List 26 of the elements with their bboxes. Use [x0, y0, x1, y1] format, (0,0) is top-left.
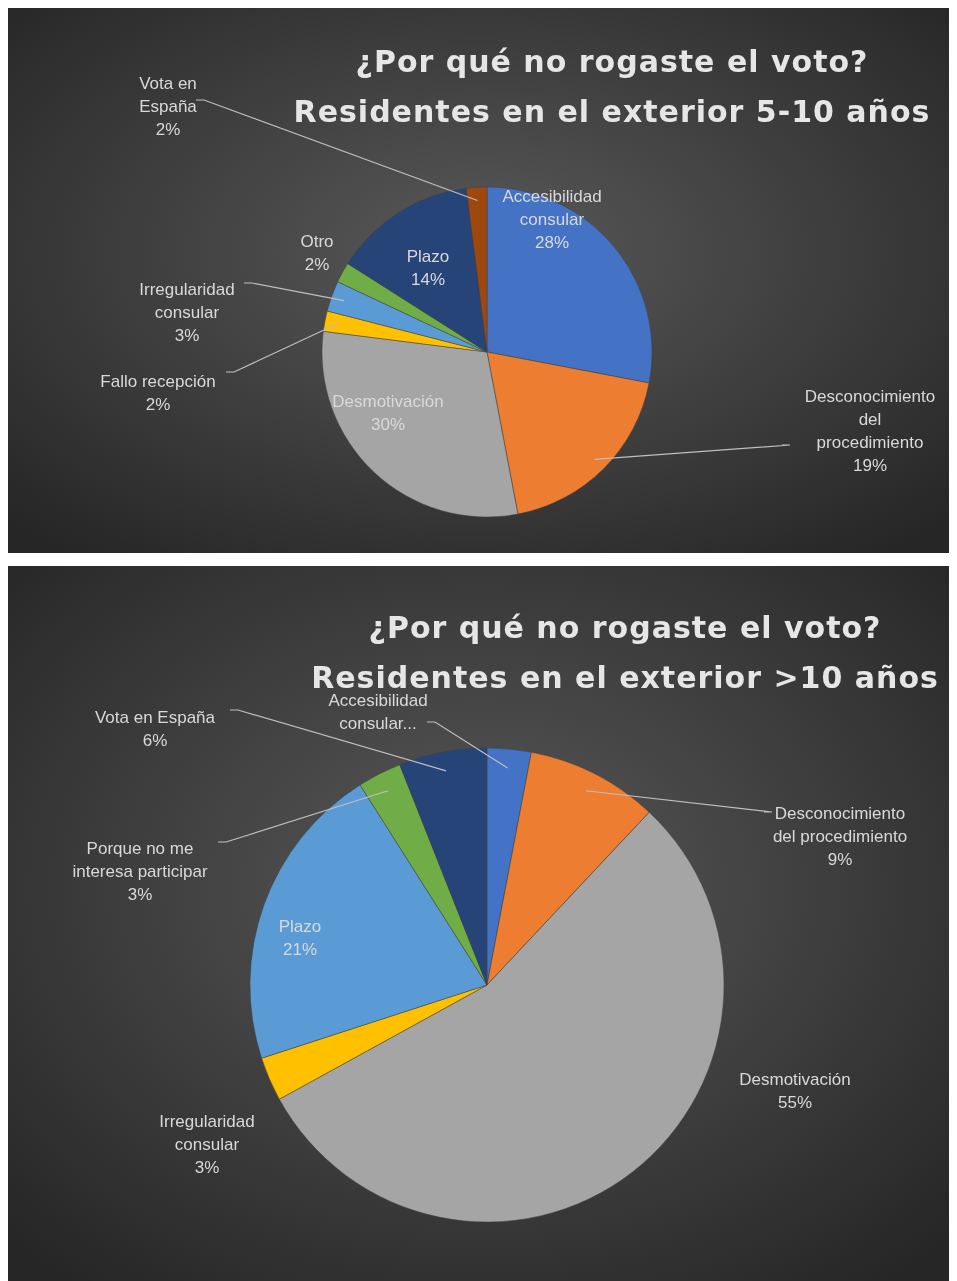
data-label: 3% — [194, 1158, 220, 1177]
slice-label: Vota en España — [94, 708, 216, 727]
data-label: 3% — [174, 326, 200, 345]
data-label: 2% — [145, 395, 171, 414]
slice-label: Porque no me interesa participar — [72, 839, 208, 881]
slice-label: Irregularidad consular — [139, 280, 235, 322]
slice-label: Desmotivación — [739, 1070, 851, 1089]
data-label: 3% — [127, 885, 153, 904]
slice-label: Irregularidad consular — [159, 1112, 255, 1154]
slice-label: Desconocimiento del procedimiento — [804, 387, 936, 452]
data-label: 14% — [410, 270, 446, 289]
data-label: 6% — [142, 731, 168, 750]
data-label: 55% — [777, 1093, 813, 1112]
data-label: 28% — [534, 233, 570, 252]
data-label: 19% — [852, 456, 888, 475]
slice-label: Desconocimiento del procedimiento — [772, 804, 908, 846]
data-label: 2% — [304, 255, 330, 274]
chart-title: ¿Por qué no rogaste el voto? Residentes en el exterior 5-10 años — [293, 44, 931, 129]
slice-label: Otro — [300, 232, 334, 251]
slice-label: Vota en España — [139, 74, 198, 116]
slice-label: Plazo — [278, 917, 322, 936]
data-label: 2% — [155, 120, 181, 139]
data-label: 21% — [282, 940, 318, 959]
slice-label: Fallo recepción — [100, 372, 216, 391]
slice-label: Plazo — [406, 247, 450, 266]
data-label: 9% — [827, 850, 853, 869]
